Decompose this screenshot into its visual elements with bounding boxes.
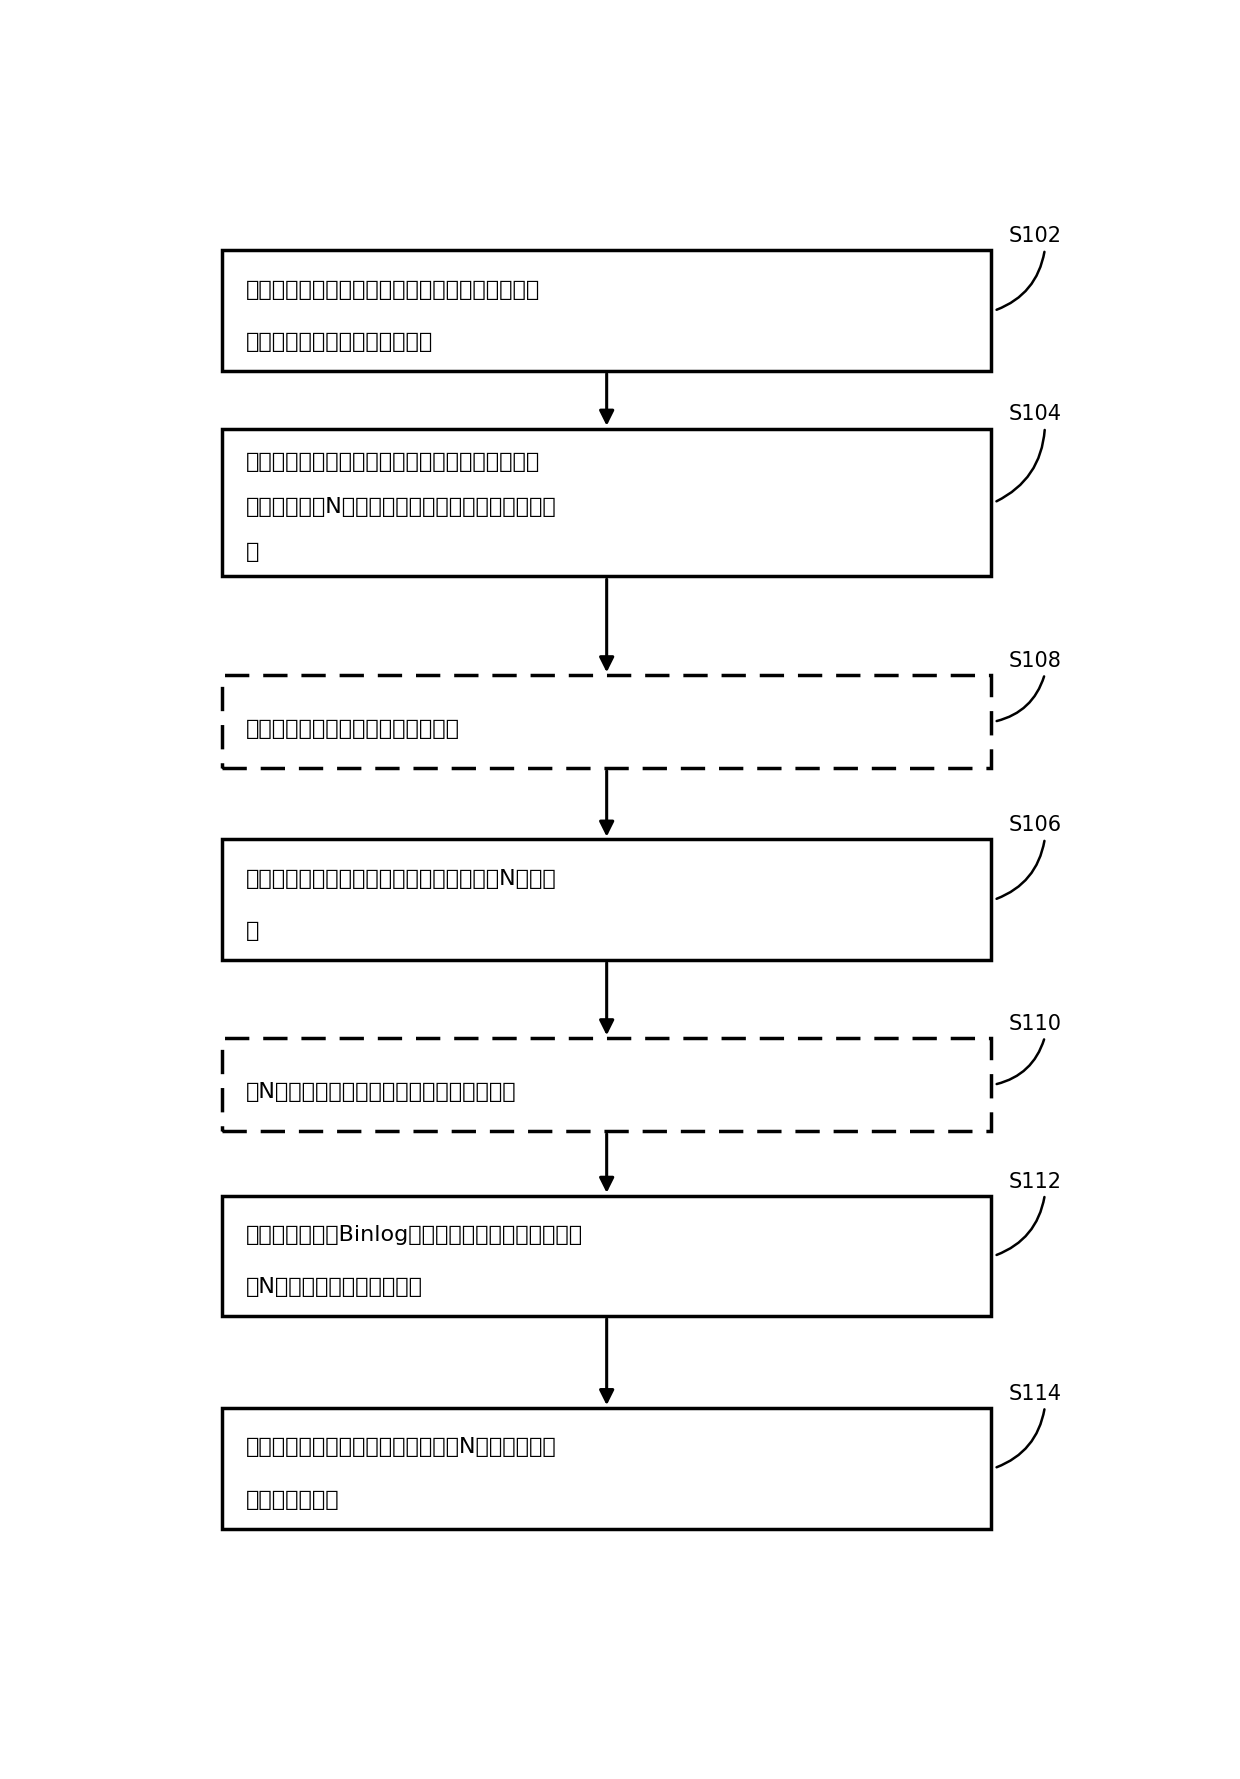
- Bar: [222, 1407, 991, 1528]
- Text: S102: S102: [1008, 226, 1061, 246]
- Text: 的数据交互操作: 的数据交互操作: [247, 1489, 340, 1510]
- Text: S112: S112: [1008, 1172, 1061, 1192]
- Bar: [222, 1195, 991, 1316]
- Text: 将N个拆分表自动存储到一个或多个数据库中: 将N个拆分表自动存储到一个或多个数据库中: [247, 1082, 517, 1101]
- Text: S110: S110: [1008, 1014, 1061, 1034]
- Bar: [222, 840, 991, 961]
- Text: S104: S104: [1008, 404, 1061, 425]
- Bar: [222, 429, 991, 576]
- Text: S114: S114: [1008, 1384, 1061, 1404]
- Text: 合: 合: [247, 543, 259, 562]
- Text: 到N个拆分表中相应的拆分表: 到N个拆分表中相应的拆分表: [247, 1277, 423, 1297]
- Text: 对数据表中的各种字段组合所分别对应的数据表中: 对数据表中的各种字段组合所分别对应的数据表中: [247, 279, 541, 301]
- Text: S108: S108: [1008, 651, 1061, 671]
- Bar: [222, 1039, 991, 1131]
- Text: 使用数据库代理程序来管理应用层与N个拆分表之间: 使用数据库代理程序来管理应用层与N个拆分表之间: [247, 1437, 557, 1457]
- Text: 均匀地分布在N个集合中的字段组合作为拆分字段组: 均匀地分布在N个集合中的字段组合作为拆分字段组: [247, 496, 557, 518]
- Bar: [222, 251, 991, 372]
- Text: 的所有记录的分布情况进行比较: 的所有记录的分布情况进行比较: [247, 333, 434, 352]
- Text: 选取使得数据表中的所有记录均匀地分布在或近似: 选取使得数据表中的所有记录均匀地分布在或近似: [247, 452, 541, 471]
- Text: S106: S106: [1008, 815, 1061, 836]
- Text: 表: 表: [247, 922, 259, 941]
- Bar: [222, 674, 991, 769]
- Text: 基于拆分字段组合为数据表建立索引: 基于拆分字段组合为数据表建立索引: [247, 719, 460, 738]
- Text: 根据主数据库的Binlog信息将数据表的增量数据同步: 根据主数据库的Binlog信息将数据表的增量数据同步: [247, 1226, 584, 1245]
- Text: 基于拆分字段组合将数据表自动水平拆分为N个拆分: 基于拆分字段组合将数据表自动水平拆分为N个拆分: [247, 868, 557, 890]
